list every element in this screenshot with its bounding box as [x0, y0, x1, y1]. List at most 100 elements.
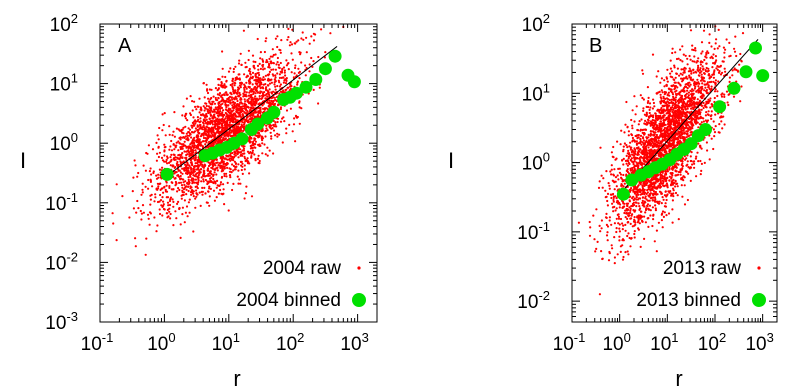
raw-point [222, 99, 225, 102]
raw-point [646, 86, 650, 89]
raw-point [739, 52, 742, 56]
raw-point [255, 88, 258, 91]
raw-point [212, 126, 215, 129]
raw-point [274, 76, 277, 79]
raw-point [297, 39, 300, 42]
raw-point [212, 173, 215, 176]
raw-point [185, 132, 188, 135]
raw-point [162, 200, 165, 203]
panel-b-xlabel: r [675, 366, 682, 387]
raw-point [208, 109, 211, 112]
raw-point [184, 135, 187, 138]
raw-point [188, 145, 191, 148]
raw-point [657, 114, 660, 118]
raw-point [657, 139, 660, 142]
raw-point [216, 179, 219, 182]
raw-point [261, 65, 264, 68]
raw-point [646, 191, 650, 194]
raw-point [624, 123, 627, 126]
raw-point [243, 104, 247, 107]
raw-point [249, 94, 252, 97]
raw-point [625, 144, 628, 147]
raw-point [208, 195, 211, 198]
raw-point [185, 172, 188, 175]
raw-point [649, 179, 653, 182]
raw-point [276, 117, 280, 120]
raw-point [628, 236, 631, 240]
raw-point [192, 178, 195, 181]
raw-point [252, 107, 255, 110]
raw-point [166, 155, 169, 158]
raw-point [291, 130, 294, 133]
raw-point [218, 122, 221, 125]
raw-point [194, 162, 197, 165]
raw-point [631, 136, 635, 140]
raw-point [209, 179, 212, 182]
raw-point [192, 142, 195, 145]
raw-point [258, 62, 261, 65]
panel-a-ylabel: I [20, 148, 26, 173]
raw-point [299, 51, 302, 54]
raw-point [223, 174, 226, 178]
raw-point [208, 177, 212, 180]
raw-point [656, 124, 659, 127]
raw-point [115, 183, 118, 186]
raw-point [661, 91, 664, 94]
raw-point [298, 122, 301, 125]
raw-point [639, 190, 642, 194]
raw-point [188, 198, 191, 201]
raw-point [644, 201, 647, 204]
raw-point [648, 116, 651, 119]
raw-point [231, 163, 234, 166]
raw-point [266, 95, 269, 98]
raw-point [197, 160, 201, 163]
raw-point [689, 29, 693, 32]
raw-point [701, 65, 704, 68]
raw-point [254, 95, 257, 98]
raw-point [215, 131, 218, 134]
raw-point [674, 51, 677, 54]
raw-point [219, 162, 222, 165]
raw-point [226, 162, 229, 165]
raw-point [171, 134, 174, 137]
raw-point [662, 184, 665, 187]
raw-point [204, 119, 207, 122]
raw-point [717, 28, 720, 31]
raw-point [279, 83, 282, 86]
raw-point [300, 107, 303, 110]
raw-point [652, 101, 656, 105]
raw-point [156, 152, 159, 155]
raw-point [605, 234, 609, 237]
raw-point [229, 155, 233, 158]
raw-point [182, 105, 185, 108]
raw-point [234, 121, 237, 124]
raw-point [688, 117, 691, 120]
raw-point [176, 164, 179, 167]
raw-point [289, 82, 292, 85]
raw-point [675, 57, 679, 61]
raw-point [216, 129, 219, 132]
raw-point [197, 165, 200, 168]
raw-point [282, 66, 286, 69]
raw-point [655, 75, 658, 78]
raw-point [203, 114, 206, 117]
raw-point [673, 115, 677, 118]
raw-point [630, 217, 633, 220]
raw-point [618, 171, 622, 174]
raw-point [181, 206, 184, 209]
raw-point [222, 138, 225, 141]
raw-point [197, 132, 200, 135]
raw-point [260, 136, 263, 140]
raw-point [140, 212, 143, 215]
raw-point [637, 133, 640, 137]
raw-point [239, 81, 242, 85]
raw-point [625, 162, 628, 165]
raw-point [241, 154, 244, 157]
raw-point [700, 162, 704, 165]
raw-point [686, 130, 689, 133]
raw-point [238, 87, 241, 90]
raw-point [689, 159, 692, 163]
raw-point [195, 145, 198, 148]
raw-point [184, 211, 187, 214]
raw-point [153, 200, 156, 203]
